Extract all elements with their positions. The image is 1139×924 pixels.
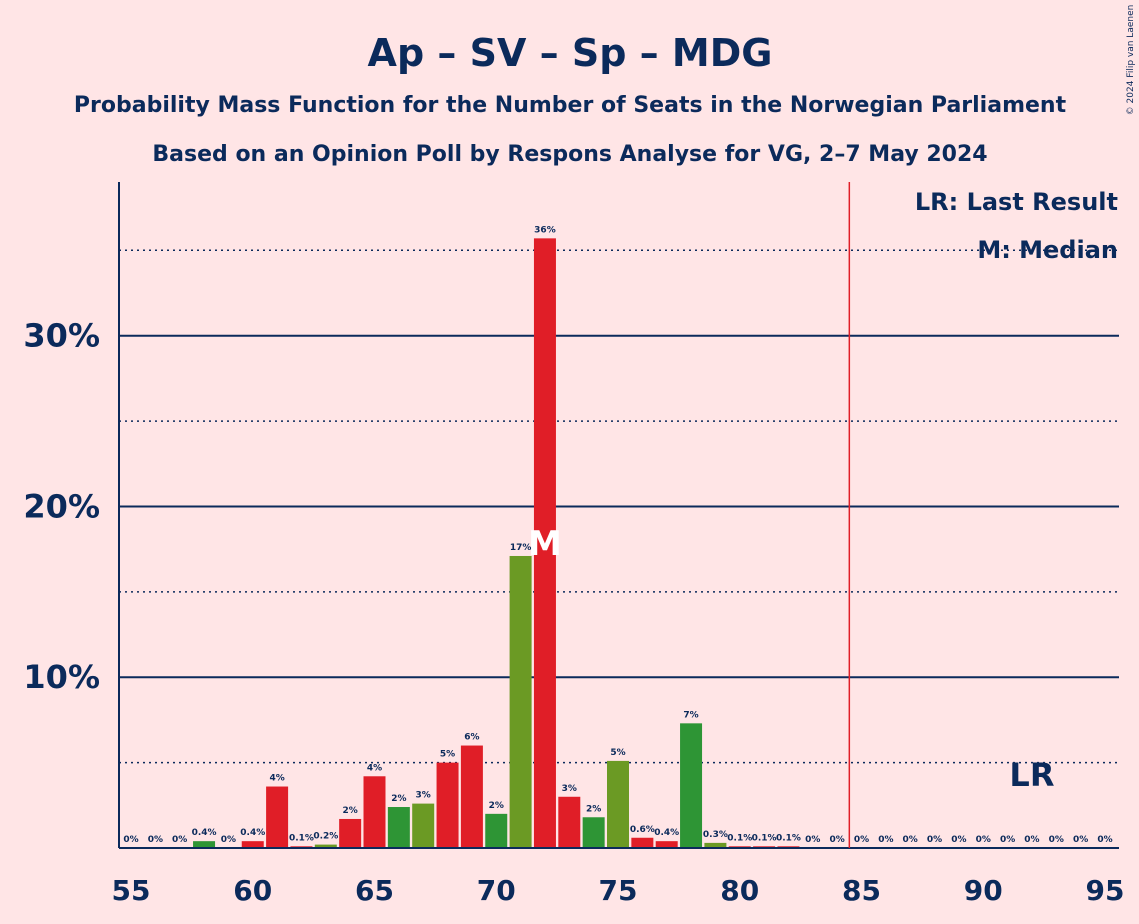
x-tick-label: 70	[477, 874, 516, 907]
bar-value-label: 0.2%	[313, 832, 338, 842]
bar-value-label: 0%	[951, 835, 966, 845]
chart-subtitle-2: Based on an Opinion Poll by Respons Anal…	[152, 142, 987, 167]
x-tick-label: 90	[964, 874, 1003, 907]
bar-seat-58	[193, 841, 216, 848]
bar-value-label: 0%	[148, 835, 163, 845]
bar-value-label: 7%	[683, 710, 698, 720]
bar-value-label: 0%	[172, 835, 187, 845]
bar-value-label: 0.4%	[240, 828, 265, 838]
bar-value-label: 0%	[1049, 835, 1064, 845]
bar-value-label: 0%	[805, 835, 820, 845]
bar-value-label: 2%	[391, 794, 406, 804]
bar-value-label: 2%	[343, 806, 358, 816]
bar-seat-74	[582, 817, 605, 848]
bar-seat-69	[460, 745, 483, 848]
bar-value-label: 36%	[534, 225, 556, 235]
bar-value-label: 0%	[1000, 835, 1015, 845]
bar-value-label: 6%	[464, 733, 479, 743]
bar-value-label: 0%	[221, 835, 236, 845]
x-tick-label: 80	[720, 874, 759, 907]
chart-title: Ap – SV – Sp – MDG	[368, 31, 773, 75]
bar-seat-78	[680, 723, 703, 848]
bar-value-label: 5%	[440, 750, 455, 760]
chart-subtitle-1: Probability Mass Function for the Number…	[74, 93, 1067, 118]
bar-seat-71	[509, 555, 532, 848]
bar-value-label: 0%	[123, 835, 138, 845]
bar-seat-66	[387, 807, 410, 848]
bar-value-label: 0.3%	[703, 830, 728, 840]
bar-value-label: 4%	[367, 763, 382, 773]
bar-value-label: 0.4%	[654, 828, 679, 838]
y-tick-label: 30%	[23, 317, 100, 355]
legend-median: M: Median	[977, 236, 1118, 264]
x-tick-label: 75	[599, 874, 638, 907]
bar-value-label: 4%	[269, 774, 284, 784]
bar-value-label: 3%	[562, 784, 577, 794]
median-marker: M	[528, 524, 562, 564]
bar-seat-65	[363, 776, 386, 848]
bar-value-label: 17%	[510, 543, 532, 553]
x-tick-label: 95	[1086, 874, 1125, 907]
bar-value-label: 0%	[830, 835, 845, 845]
bar-value-label: 0%	[854, 835, 869, 845]
legend-last-result: LR: Last Result	[915, 188, 1118, 216]
bar-value-label: 0.1%	[752, 833, 777, 843]
bar-value-label: 0%	[927, 835, 942, 845]
bar-value-label: 0%	[1073, 835, 1088, 845]
bar-labels: 0% 0% 0%0.4%0%0.4%4%0.1% 0.2%2%4%2% 3%5%6%2%…	[123, 225, 1112, 845]
bar-value-label: 0%	[903, 835, 918, 845]
copyright-text: © 2024 Filip van Laenen	[1126, 5, 1136, 116]
bar-seat-77	[655, 841, 678, 848]
y-axis-ticks: 10% 20% 30%	[23, 317, 100, 697]
bars	[193, 238, 800, 848]
x-tick-label: 85	[842, 874, 881, 907]
bar-value-label: 0.1%	[289, 833, 314, 843]
bar-value-label: 0.1%	[776, 833, 801, 843]
x-tick-label: 65	[355, 874, 394, 907]
bar-value-label: 0%	[878, 835, 893, 845]
x-tick-label: 55	[112, 874, 151, 907]
bar-seat-73	[558, 796, 581, 848]
bar-seat-70	[485, 813, 508, 848]
bar-value-label: 2%	[586, 804, 601, 814]
bar-seat-64	[339, 818, 362, 848]
bar-seat-72	[533, 238, 556, 848]
x-tick-label: 60	[233, 874, 272, 907]
bar-value-label: 2%	[489, 801, 504, 811]
y-tick-label: 10%	[23, 658, 100, 696]
bar-seat-79	[704, 842, 727, 848]
last-result-marker: LR	[1009, 756, 1054, 794]
bar-value-label: 0.4%	[192, 828, 217, 838]
bar-seat-67	[412, 803, 435, 848]
y-tick-label: 20%	[23, 487, 100, 525]
bar-value-label: 0.6%	[630, 825, 655, 835]
bar-value-label: 0%	[976, 835, 991, 845]
bar-seat-60	[241, 841, 264, 848]
bar-seat-63	[314, 844, 337, 848]
bar-seat-61	[266, 786, 289, 848]
bar-seat-76	[631, 837, 654, 848]
x-axis-ticks: 55 60 65 70 75 80 85 90 95	[112, 874, 1125, 907]
bar-value-label: 0%	[1097, 835, 1112, 845]
bar-value-label: 3%	[416, 791, 431, 801]
bar-value-label: 0%	[1024, 835, 1039, 845]
bar-value-label: 0.1%	[727, 833, 752, 843]
bar-seat-68	[436, 762, 459, 848]
bar-value-label: 5%	[610, 748, 625, 758]
bar-seat-75	[607, 760, 629, 848]
